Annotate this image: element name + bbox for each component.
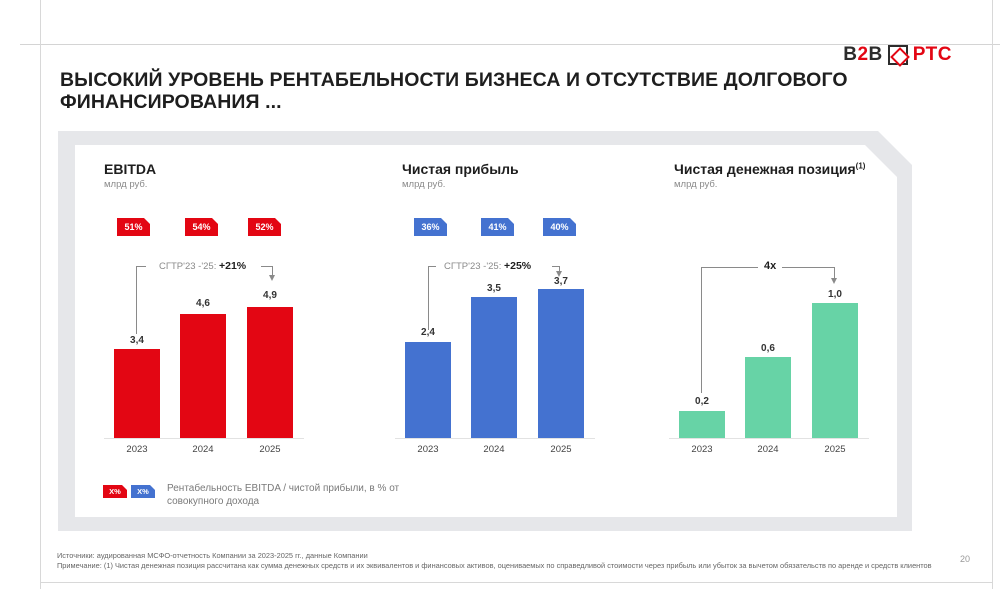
cagr-prefix: СГТР'23 -'25: [444, 261, 504, 272]
year-label: 2023 [691, 444, 713, 455]
bar-2023 [114, 349, 160, 438]
chart-baseline [395, 438, 595, 439]
multiplier-connector-right [834, 267, 835, 279]
multiplier-connector-left [701, 267, 702, 393]
margin-badge: 52% [248, 218, 281, 236]
bar-2025 [247, 307, 293, 438]
chart-unit: млрд руб. [104, 179, 148, 190]
guide-line-left [40, 0, 41, 589]
arrow-down-icon [556, 271, 562, 277]
cagr-label: СГТР'23 -'25: +25% [440, 260, 536, 272]
legend-badge-net-profit: X% [131, 485, 155, 498]
footnote-marker: (1) [855, 161, 866, 171]
logo-text-rts: РТС [912, 44, 952, 65]
margin-badge: 36% [414, 218, 447, 236]
margin-badge: 51% [117, 218, 150, 236]
year-label: 2025 [259, 444, 281, 455]
legend-badge-ebitda: X% [103, 485, 127, 498]
cagr-connector-right [272, 266, 273, 275]
cagr-connector-top-right [552, 266, 560, 267]
guide-line-right [992, 0, 993, 589]
chart-unit: млрд руб. [674, 179, 718, 190]
footer-sources: Источники: аудированная МСФО-отчетность … [57, 551, 368, 560]
bar-value: 3,4 [130, 335, 144, 346]
growth-multiplier: 4x [758, 260, 783, 272]
legend-text: Рентабельность EBITDA / чистой прибыли, … [167, 483, 400, 507]
bar-2024 [471, 297, 517, 438]
bar-value: 2,4 [421, 327, 435, 338]
cagr-value: +21% [219, 260, 247, 272]
bar-value: 0,6 [761, 343, 775, 354]
chart-unit: млрд руб. [402, 179, 446, 190]
margin-badge: 40% [543, 218, 576, 236]
page-title: Высокий уровень рентабельности бизнеса и… [60, 69, 848, 113]
page-number: 20 [959, 554, 970, 564]
chart-title: Чистая денежная позиция(1) [674, 161, 865, 177]
cagr-connector-top-left [428, 266, 436, 267]
cagr-label: СГТР'23 -'25: +21% [155, 260, 251, 272]
cagr-connector-left [428, 266, 429, 330]
bar-value: 3,7 [554, 276, 568, 287]
bar-2023 [405, 342, 451, 438]
cagr-connector-right [559, 266, 560, 272]
guide-line-top [20, 44, 1000, 45]
year-label: 2025 [550, 444, 572, 455]
chart-title: EBITDA [104, 161, 157, 177]
cagr-value: +25% [504, 260, 532, 272]
bar-2024 [180, 314, 226, 438]
cagr-connector-top-right [261, 266, 273, 267]
logo-text-b: B [843, 44, 858, 65]
logo-text-2: 2 [857, 44, 869, 65]
footer-note: Примечание: (1) Чистая денежная позиция … [57, 561, 932, 570]
guide-line-bottom [40, 582, 992, 583]
year-label: 2023 [417, 444, 439, 455]
cagr-connector-left [136, 266, 137, 334]
margin-badge: 54% [185, 218, 218, 236]
footer-notes: Источники: аудированная МСФО-отчетность … [57, 551, 937, 571]
cagr-prefix: СГТР'23 -'25: [159, 261, 219, 272]
year-label: 2023 [126, 444, 148, 455]
cagr-connector-top-left [136, 266, 146, 267]
arrow-down-icon [269, 275, 275, 281]
bar-2024 [745, 357, 791, 438]
year-label: 2025 [824, 444, 846, 455]
year-label: 2024 [757, 444, 779, 455]
margin-badge: 41% [481, 218, 514, 236]
bar-2025 [812, 303, 858, 438]
year-label: 2024 [483, 444, 505, 455]
chart-baseline [669, 438, 869, 439]
bar-value: 1,0 [828, 289, 842, 300]
b2b-rts-logo-icon [887, 45, 908, 65]
chart-title: Чистая прибыль [402, 161, 519, 177]
bar-value: 4,9 [263, 290, 277, 301]
legend: X% X% Рентабельность EBITDA / чистой при… [103, 482, 407, 508]
chart-title-text: Чистая денежная позиция [674, 161, 856, 177]
bar-value: 3,5 [487, 283, 501, 294]
arrow-down-icon [831, 278, 837, 284]
bar-value: 4,6 [196, 298, 210, 309]
bar-value: 0,2 [695, 396, 709, 407]
bar-2023 [679, 411, 725, 438]
logo-text-b2: B [868, 44, 883, 65]
year-label: 2024 [192, 444, 214, 455]
chart-baseline [104, 438, 304, 439]
bar-2025 [538, 289, 584, 438]
